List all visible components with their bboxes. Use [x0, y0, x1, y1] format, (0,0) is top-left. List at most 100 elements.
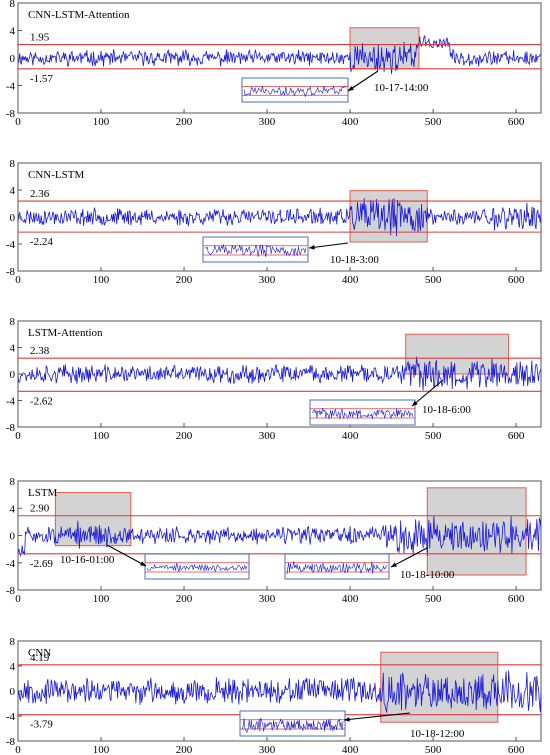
- chart-panel-1: 1.95 -1.57 CNN-LSTM-Attention -8 -4 0 4 8 0 100 20…: [6, 0, 542, 128]
- x-tick-label: 600: [508, 430, 525, 442]
- x-tick-label: 200: [176, 744, 193, 755]
- x-tick-label: 200: [176, 116, 193, 128]
- x-tick-label: 200: [176, 430, 193, 442]
- anomaly-region-1: [54, 492, 132, 547]
- x-tick-label: 400: [342, 430, 359, 442]
- zoom-inset-2: [284, 553, 390, 580]
- y-tick-label: -4: [6, 239, 16, 251]
- threshold-lower-label: -2.62: [30, 395, 53, 407]
- x-tick-label: 500: [425, 430, 442, 442]
- y-tick-label: -4: [6, 81, 16, 93]
- zoom-inset-1: [144, 553, 250, 580]
- x-tick-label: 300: [259, 430, 276, 442]
- x-tick-label: 0: [15, 116, 21, 128]
- inset-series-line: [286, 561, 388, 575]
- annotation-arrow-line: [411, 379, 444, 407]
- annotation-time-label: 10-18-3:00: [330, 254, 379, 266]
- y-tick-label: 0: [10, 53, 16, 65]
- data-series-line: [17, 35, 542, 75]
- x-tick-label: 400: [342, 744, 359, 755]
- x-tick-label: 300: [259, 116, 276, 128]
- zoom-inset-1: [241, 77, 349, 103]
- y-tick-label: 4: [10, 503, 16, 515]
- y-tick-label: 0: [10, 686, 16, 698]
- threshold-lower-label: -2.24: [30, 236, 53, 248]
- threshold-lower-label: -2.69: [30, 558, 53, 570]
- y-tick-label: 4: [10, 26, 16, 38]
- chart-title: LSTM: [28, 487, 58, 499]
- y-tick-label: 4: [10, 185, 16, 197]
- annotation-arrow-line: [106, 544, 147, 567]
- y-tick-label: -4: [6, 558, 16, 570]
- x-tick-label: 500: [425, 116, 442, 128]
- zoom-inset-1: [239, 710, 346, 737]
- annotation-time-label: 10-18-12:00: [410, 728, 465, 740]
- x-tick-label: 500: [425, 744, 442, 755]
- x-tick-label: 600: [508, 593, 525, 605]
- y-tick-label: 4: [10, 343, 16, 355]
- x-tick-label: 400: [342, 593, 359, 605]
- x-tick-label: 400: [342, 116, 359, 128]
- inset-frame: [284, 553, 390, 580]
- annotation-arrow-line: [343, 712, 411, 721]
- x-tick-label: 200: [176, 593, 193, 605]
- threshold-lower-label: -3.79: [30, 719, 53, 731]
- x-tick-label: 300: [259, 744, 276, 755]
- anomaly-region-2: [426, 487, 527, 576]
- zoom-inset-1: [309, 399, 416, 426]
- inset-frame: [239, 710, 346, 737]
- threshold-upper-label: 2.90: [30, 503, 50, 515]
- y-tick-label: 8: [10, 0, 16, 10]
- x-tick-label: 400: [342, 274, 359, 286]
- inset-series-line: [241, 717, 344, 734]
- threshold-upper-label: 2.38: [30, 345, 50, 357]
- chart-panel-5: 4.19 -3.79 CNN -8 -4 0 4 8 0 100 200 300 400 500 600 10…: [6, 636, 542, 755]
- annotation-arrowhead: [309, 244, 315, 250]
- x-tick-label: 600: [508, 744, 525, 755]
- annotation-time-label: 10-18-6:00: [422, 404, 471, 416]
- threshold-upper-label: 4.19: [30, 652, 50, 664]
- chart-title: CNN-LSTM-Attention: [28, 9, 130, 21]
- x-tick-label: 0: [15, 274, 21, 286]
- threshold-lower-label: -1.57: [30, 73, 53, 85]
- x-tick-label: 300: [259, 274, 276, 286]
- inset-series-line: [243, 85, 347, 98]
- y-tick-label: -4: [6, 711, 16, 723]
- inset-series-line: [204, 244, 307, 258]
- y-tick-label: -8: [6, 108, 16, 120]
- y-tick-label: -8: [6, 266, 16, 278]
- y-tick-label: -8: [6, 585, 16, 597]
- chart-title: CNN-LSTM: [28, 169, 84, 181]
- x-tick-label: 0: [15, 593, 21, 605]
- data-series-line: [17, 356, 542, 391]
- anomaly-region-1: [349, 190, 428, 243]
- y-tick-label: 8: [10, 316, 16, 328]
- y-tick-label: 8: [10, 476, 16, 488]
- x-tick-label: 100: [93, 116, 110, 128]
- threshold-upper-label: 2.36: [30, 188, 50, 200]
- chart-title: CNN: [28, 647, 51, 659]
- annotation-arrow-line: [308, 242, 349, 249]
- annotation-time-label: 10-16-01:00: [60, 554, 115, 566]
- x-tick-label: 100: [93, 274, 110, 286]
- chart-panel-4: 2.90 -2.69 LSTM -8 -4 0 4 8 0 100 200 300 400 500 600 1…: [6, 476, 542, 605]
- x-tick-label: 300: [259, 593, 276, 605]
- annotation-time-label: 10-18-10:00: [400, 569, 455, 581]
- annotation-arrowhead: [140, 561, 146, 566]
- x-tick-label: 600: [508, 274, 525, 286]
- chart-panel-3: 2.38 -2.62 LSTM-Attention -8 -4 0 4 8 0 100 200 300…: [6, 316, 542, 442]
- annotation-arrowhead: [391, 562, 397, 567]
- x-tick-label: 200: [176, 274, 193, 286]
- x-tick-label: 0: [15, 430, 21, 442]
- annotation-arrowhead: [412, 400, 418, 406]
- annotation-time-label: 10-17-14:00: [374, 82, 429, 94]
- x-tick-label: 100: [93, 593, 110, 605]
- inset-frame: [309, 399, 416, 426]
- annotation-arrowhead: [344, 717, 350, 722]
- threshold-upper-label: 1.95: [30, 32, 50, 44]
- y-tick-label: -4: [6, 396, 16, 408]
- y-tick-label: 0: [10, 369, 16, 381]
- x-tick-label: 500: [425, 274, 442, 286]
- data-series-line: [17, 198, 542, 237]
